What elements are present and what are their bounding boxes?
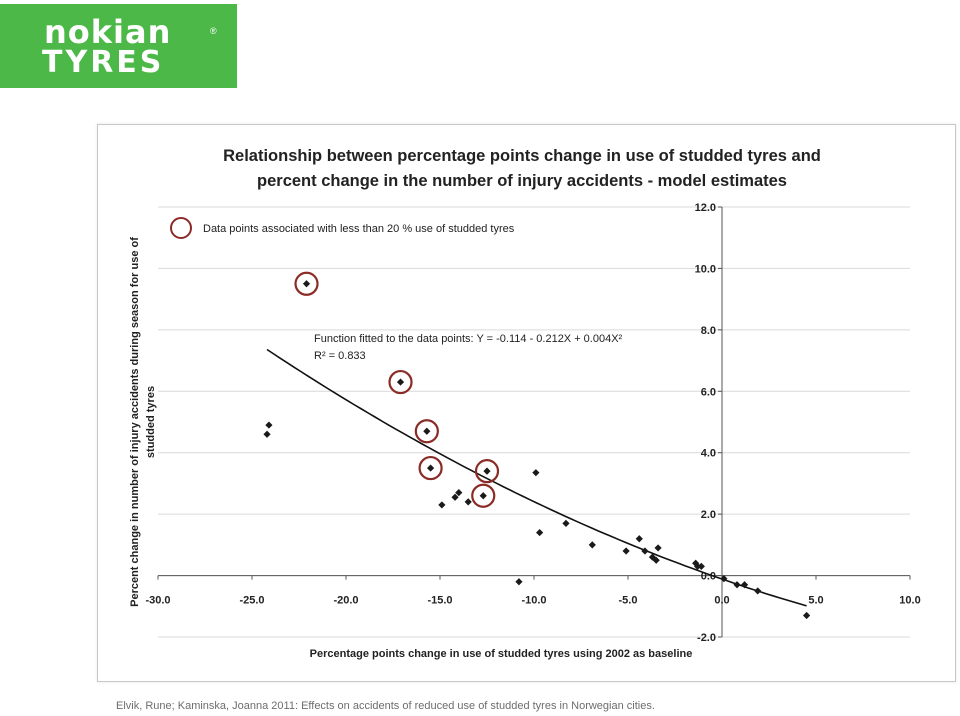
source-caption: Elvik, Rune; Kaminska, Joanna 2011: Effe… xyxy=(116,700,655,712)
grid-lines xyxy=(158,206,910,638)
data-point-marker xyxy=(515,578,523,586)
data-point-marker xyxy=(464,498,472,506)
logo-wordmark-tyres: TYRES xyxy=(42,45,165,80)
x-axis-label: Percentage points change in use of studd… xyxy=(310,648,693,660)
x-tick-label: 0.0 xyxy=(714,595,729,607)
y-axis-label-line-2: studded tyres xyxy=(145,386,157,458)
chart-labels: Relationship between percentage points c… xyxy=(129,147,821,660)
x-tick-label: -30.0 xyxy=(145,595,170,607)
highlight-circle xyxy=(474,459,500,484)
data-point-marker xyxy=(654,544,662,552)
y-tick-label: 8.0 xyxy=(701,325,716,337)
y-tick-label: 4.0 xyxy=(701,448,716,460)
y-tick-label: 6.0 xyxy=(701,386,716,398)
legend-circle-icon xyxy=(170,217,192,239)
x-tick-label: -15.0 xyxy=(427,595,452,607)
chart-title-line-1: Relationship between percentage points c… xyxy=(223,147,821,165)
logo-registered-mark: ® xyxy=(210,26,217,36)
data-points xyxy=(263,271,811,620)
data-point-marker xyxy=(635,535,643,543)
data-point-marker xyxy=(455,489,463,497)
x-tick-label: 10.0 xyxy=(899,595,920,607)
data-point-marker xyxy=(652,556,660,564)
data-point-marker xyxy=(720,575,728,583)
logo-wordmark-nokian: nokian xyxy=(44,13,172,51)
fit-curve xyxy=(266,348,807,607)
data-point-marker xyxy=(588,541,596,549)
fit-annotation-r-squared: R² = 0.833 xyxy=(314,350,366,362)
data-point-marker xyxy=(562,519,570,527)
data-point-marker xyxy=(427,464,435,472)
data-point-marker xyxy=(423,427,431,435)
data-point-marker xyxy=(641,547,649,555)
data-point-marker xyxy=(740,581,749,589)
highlight-circle xyxy=(388,369,413,395)
highlight-circle xyxy=(418,455,443,481)
y-axis-label-line-1: Percent change in number of injury accid… xyxy=(129,237,141,607)
data-point-marker xyxy=(536,528,544,537)
x-tick-label: -20.0 xyxy=(333,595,358,607)
data-point-marker xyxy=(302,280,311,288)
x-tick-label: 5.0 xyxy=(808,595,823,607)
axes: -30.0 -25.0 -20.0 -15.0 -10.0 -5.0 0.0 5.0 10.0 -… xyxy=(145,202,920,644)
data-point-marker xyxy=(265,421,273,429)
data-point-marker xyxy=(754,587,762,595)
data-point-marker xyxy=(438,501,446,509)
highlight-circle xyxy=(471,483,496,508)
fit-curve-layer xyxy=(266,348,807,607)
y-tick-label: -2.0 xyxy=(697,632,716,644)
data-point-marker xyxy=(479,492,487,500)
data-point-marker xyxy=(733,581,741,589)
y-tick-label: 12.0 xyxy=(695,202,716,214)
data-point-marker xyxy=(692,559,700,567)
data-point-marker xyxy=(263,430,271,438)
y-tick-label: 10.0 xyxy=(695,263,716,275)
data-point-marker xyxy=(451,493,459,501)
data-point-marker xyxy=(532,469,540,477)
data-point-marker xyxy=(622,547,630,555)
legend-label: Data points associated with less than 20… xyxy=(203,223,515,235)
highlight-circle xyxy=(294,271,319,296)
x-tick-label: -5.0 xyxy=(619,595,638,607)
data-point-marker xyxy=(803,611,811,620)
data-point-marker xyxy=(396,378,405,386)
fit-annotation-equation: Function fitted to the data points: Y = … xyxy=(314,333,623,345)
chart-panel xyxy=(97,124,956,682)
highlight-circle xyxy=(414,419,439,444)
chart-title-line-2: percent change in the number of injury a… xyxy=(257,172,787,190)
data-point-marker xyxy=(483,467,491,475)
x-tick-label: -25.0 xyxy=(239,595,264,607)
x-tick-label: -10.0 xyxy=(521,595,546,607)
nokian-tyres-logo: nokian ® TYRES xyxy=(0,4,237,88)
y-tick-label: 2.0 xyxy=(701,509,716,521)
data-point-marker xyxy=(697,562,705,570)
data-point-marker xyxy=(693,562,702,570)
